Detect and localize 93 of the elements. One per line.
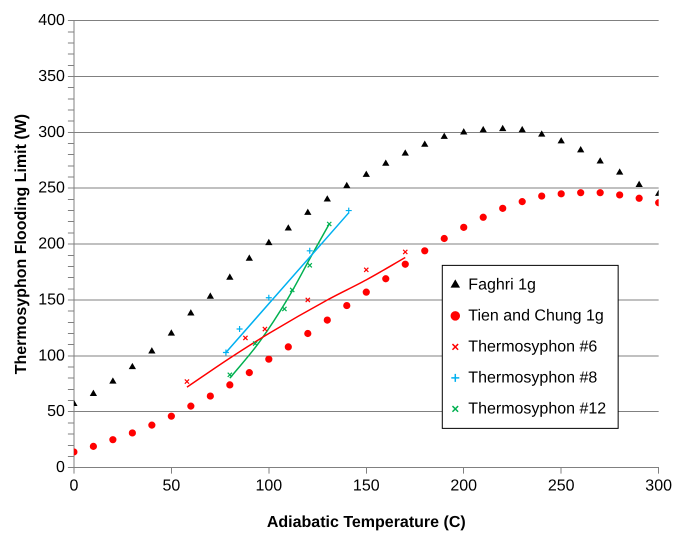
point xyxy=(206,392,214,400)
point xyxy=(129,363,136,370)
point xyxy=(242,335,248,341)
point xyxy=(284,343,292,351)
point xyxy=(558,138,564,144)
point xyxy=(148,422,156,429)
point xyxy=(282,306,288,312)
x-tick-label: 0 xyxy=(69,478,78,495)
point xyxy=(636,194,643,202)
x-tick-label: 200 xyxy=(450,478,478,495)
y-tick-label: 150 xyxy=(38,291,65,308)
point xyxy=(421,247,428,254)
y-tick-label: 400 xyxy=(38,12,65,30)
point xyxy=(460,224,468,231)
point xyxy=(306,247,314,254)
legend-label: Tien and Chung 1g xyxy=(468,307,604,324)
point xyxy=(538,192,546,200)
point xyxy=(265,294,272,302)
point xyxy=(402,249,408,255)
x-axis-title: Adiabatic Temperature (C) xyxy=(266,514,466,531)
point xyxy=(422,141,428,147)
point xyxy=(188,310,194,316)
legend-label: Thermosyphon #8 xyxy=(468,369,598,386)
point xyxy=(304,209,311,215)
point xyxy=(90,390,97,396)
y-tick-label: 300 xyxy=(38,124,65,141)
point xyxy=(110,378,116,384)
point xyxy=(207,293,214,299)
y-axis-title: Thermosyphon Flooding Limit (W) xyxy=(13,114,30,374)
point xyxy=(184,378,190,384)
legend-label: Faghri 1g xyxy=(468,276,536,294)
point xyxy=(128,429,136,437)
point xyxy=(596,158,604,164)
point xyxy=(577,189,584,196)
point xyxy=(148,348,156,354)
point xyxy=(363,171,370,177)
point xyxy=(596,189,604,196)
y-tick-label: 250 xyxy=(38,180,65,197)
point xyxy=(305,297,311,303)
point xyxy=(246,369,253,376)
point xyxy=(168,412,175,420)
point xyxy=(616,191,624,199)
point xyxy=(246,255,253,261)
x-tick-label: 50 xyxy=(162,478,180,495)
point xyxy=(460,128,467,134)
point xyxy=(285,224,292,231)
point xyxy=(500,125,506,132)
x-tick-label: 150 xyxy=(352,478,380,495)
point xyxy=(226,381,234,389)
point xyxy=(344,182,350,188)
point xyxy=(364,267,369,273)
point xyxy=(236,325,244,333)
point xyxy=(362,288,370,296)
x-tick-label: 300 xyxy=(645,478,672,495)
point xyxy=(252,340,258,346)
point xyxy=(90,442,97,450)
y-tick-label: 100 xyxy=(38,347,65,364)
x-tick-label: 250 xyxy=(548,478,575,495)
legend-label: Thermosyphon #12 xyxy=(468,400,606,418)
point xyxy=(265,356,272,363)
point xyxy=(558,190,565,198)
point xyxy=(262,326,268,332)
point xyxy=(480,214,487,221)
point xyxy=(402,260,409,268)
point xyxy=(304,330,312,338)
point xyxy=(440,234,448,242)
point xyxy=(343,302,350,310)
y-tick-label: 0 xyxy=(56,459,65,476)
y-tick-label: 50 xyxy=(47,403,65,420)
point xyxy=(382,275,390,282)
point xyxy=(289,287,295,293)
point xyxy=(499,204,506,212)
point xyxy=(538,130,545,137)
x-tick-label: 100 xyxy=(255,478,282,495)
point xyxy=(324,196,330,202)
point xyxy=(109,436,116,444)
point xyxy=(518,198,526,206)
point xyxy=(226,274,234,280)
line-series xyxy=(186,256,406,388)
point xyxy=(307,262,312,268)
point xyxy=(324,316,331,324)
point xyxy=(616,168,623,175)
y-tick-label: 350 xyxy=(38,68,65,85)
point xyxy=(441,133,448,139)
point xyxy=(636,181,642,187)
point xyxy=(187,402,194,410)
point xyxy=(402,150,408,156)
point xyxy=(382,160,389,166)
y-tick-label: 200 xyxy=(38,236,65,253)
point xyxy=(577,146,584,152)
legend-label: Thermosyphon #6 xyxy=(468,338,598,356)
point xyxy=(266,239,272,246)
point xyxy=(168,330,175,336)
